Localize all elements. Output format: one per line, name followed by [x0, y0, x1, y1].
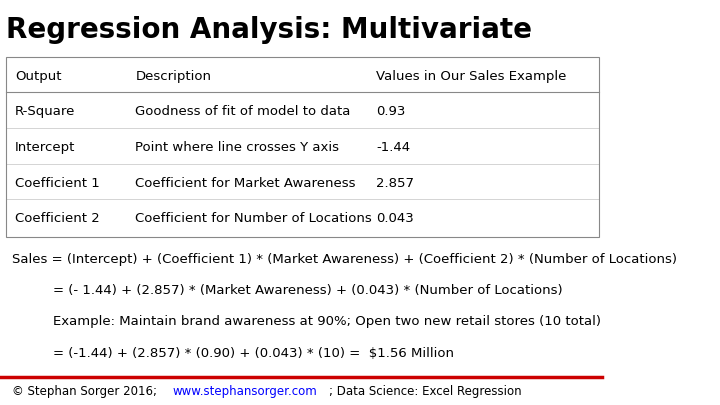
Text: Goodness of fit of model to data: Goodness of fit of model to data	[135, 105, 351, 118]
Bar	[0, 377, 602, 405]
Text: Regression Analysis: Multivariate: Regression Analysis: Multivariate	[6, 16, 532, 44]
Text: Example: Maintain brand awareness at 90%; Open two new retail stores (10 total): Example: Maintain brand awareness at 90%…	[53, 315, 601, 328]
Text: Coefficient 1: Coefficient 1	[15, 177, 100, 190]
Text: 0.93: 0.93	[376, 105, 405, 118]
Text: -1.44: -1.44	[376, 141, 410, 154]
Text: www.stephansorger.com: www.stephansorger.com	[173, 385, 318, 398]
Text: Intercept: Intercept	[15, 141, 76, 154]
Text: = (-1.44) + (2.857) * (0.90) + (0.043) * (10) =  $1.56 Million: = (-1.44) + (2.857) * (0.90) + (0.043) *…	[53, 347, 454, 360]
Text: ; Data Science: Excel Regression: ; Data Science: Excel Regression	[328, 385, 521, 398]
Text: © Stephan Sorger 2016;: © Stephan Sorger 2016;	[12, 385, 161, 398]
Text: Point where line crosses Y axis: Point where line crosses Y axis	[135, 141, 339, 154]
Text: Output: Output	[15, 70, 61, 83]
Text: 0.043: 0.043	[376, 212, 414, 225]
Text: Sales = (Intercept) + (Coefficient 1) * (Market Awareness) + (Coefficient 2) * (: Sales = (Intercept) + (Coefficient 1) * …	[12, 253, 677, 266]
Text: Coefficient for Number of Locations: Coefficient for Number of Locations	[135, 212, 372, 225]
Text: Coefficient 2: Coefficient 2	[15, 212, 100, 225]
Text: Description: Description	[135, 70, 212, 83]
Text: = (- 1.44) + (2.857) * (Market Awareness) + (0.043) * (Number of Locations): = (- 1.44) + (2.857) * (Market Awareness…	[53, 284, 562, 297]
Text: R-Square: R-Square	[15, 105, 76, 118]
Text: Coefficient for Market Awareness: Coefficient for Market Awareness	[135, 177, 356, 190]
Text: Values in Our Sales Example: Values in Our Sales Example	[376, 70, 567, 83]
Text: 2.857: 2.857	[376, 177, 414, 190]
